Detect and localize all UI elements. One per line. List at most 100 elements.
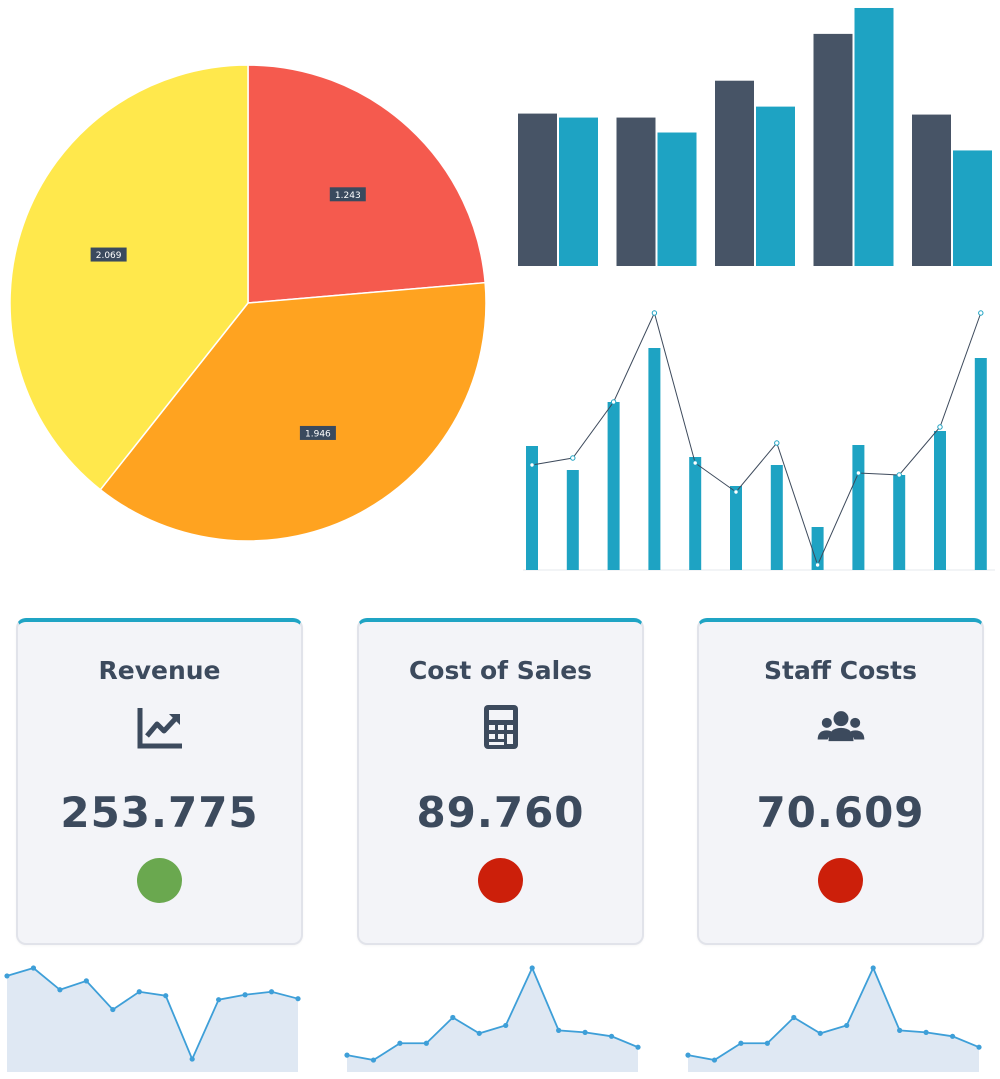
sparkline-area — [7, 968, 298, 1072]
sparkline-point — [110, 1006, 116, 1013]
sparkline-point — [635, 1044, 641, 1050]
calculator-icon — [483, 705, 518, 749]
sparkline-area — [347, 968, 638, 1072]
line-point — [814, 562, 821, 568]
kpi-card-revenue: Revenue 253.775 — [16, 618, 303, 945]
combo-bar-line-chart — [523, 310, 995, 571]
kpi-title: Cost of Sales — [408, 656, 593, 685]
sparkline-staff-costs — [685, 965, 982, 1072]
bar-series-1 — [715, 80, 754, 266]
sparkline-point — [163, 993, 169, 999]
line-point — [529, 462, 535, 468]
sparkline-point — [738, 1040, 744, 1046]
users-icon — [817, 711, 864, 742]
sparkline-point — [897, 1027, 903, 1033]
sparkline-line — [687, 965, 980, 1062]
sparkline-point — [57, 987, 63, 993]
pie-label-background — [329, 187, 366, 202]
pie-slice — [247, 64, 486, 304]
combo-bar — [526, 446, 538, 570]
pie-slice — [99, 281, 487, 542]
sparkline-point — [503, 1022, 509, 1029]
sparkline-point — [923, 1029, 929, 1035]
combo-bar — [852, 445, 865, 570]
bar-series-2 — [657, 132, 697, 266]
kpi-value: 253.775 — [60, 788, 259, 837]
grouped-bar-chart — [518, 7, 992, 267]
combo-bar — [607, 402, 620, 570]
kpi-card-cost-of-sales: Cost of Sales 89.760 — [357, 618, 644, 945]
combo-bar — [770, 465, 783, 570]
sparkline-point — [83, 978, 89, 984]
kpi-value: 89.760 — [416, 788, 585, 837]
line-point — [692, 460, 698, 466]
sparkline-point — [136, 989, 142, 995]
pie-data-label: 2.069 — [96, 251, 122, 261]
sparkline-point — [608, 1033, 615, 1039]
line-point — [651, 310, 658, 316]
sparkline-point — [556, 1027, 562, 1033]
line-point — [733, 489, 739, 495]
sparkline-point — [268, 989, 275, 995]
line-point — [978, 310, 984, 316]
trend-up-icon — [137, 708, 182, 749]
sparkline-point — [764, 1040, 770, 1046]
line-point — [774, 440, 780, 446]
sparkline-line — [6, 967, 299, 1062]
sparkline-area — [688, 968, 979, 1072]
sparkline-point — [450, 1014, 456, 1021]
sparkline-line — [346, 965, 639, 1062]
status-indicator-bad — [478, 858, 523, 903]
line-point — [896, 472, 902, 478]
sparkline-point — [949, 1033, 956, 1039]
bar-series-1 — [912, 114, 951, 266]
bar-series-1 — [813, 33, 853, 266]
bar-series-2 — [953, 150, 992, 266]
status-indicator-bad — [818, 858, 863, 903]
sparkline-point — [30, 965, 37, 971]
line-point — [610, 399, 617, 405]
sparkline-point — [791, 1014, 797, 1021]
sparkline-point — [685, 1052, 691, 1058]
combo-line — [531, 311, 982, 567]
pie-slice — [9, 64, 249, 491]
combo-bar — [730, 486, 742, 570]
pie-label-background — [90, 247, 127, 262]
pie-data-label: 1.946 — [305, 429, 331, 439]
sparkline-point — [423, 1040, 429, 1046]
sparkline-point — [344, 1052, 350, 1058]
sparkline-point — [976, 1044, 982, 1050]
kpi-value: 70.609 — [756, 788, 925, 837]
sparkline-point — [397, 1040, 403, 1046]
sparkline-point — [844, 1022, 850, 1029]
bar-series-2 — [559, 117, 598, 267]
sparkline-revenue — [4, 965, 301, 1072]
sparkline-point — [370, 1057, 377, 1063]
combo-bar — [689, 457, 702, 570]
kpi-card-staff-costs: Staff Costs 70.609 — [697, 618, 984, 945]
sparkline-point — [4, 973, 10, 979]
sparkline-cost-of-sales — [344, 965, 641, 1072]
sparkline-point — [216, 997, 222, 1003]
kpi-title: Revenue — [98, 656, 221, 685]
line-point — [570, 455, 576, 461]
line-point — [855, 470, 862, 476]
status-indicator-good — [137, 858, 182, 903]
sparkline-point — [295, 996, 301, 1002]
line-point — [937, 424, 943, 430]
sparkline-point — [711, 1057, 718, 1063]
bar-series-1 — [616, 117, 656, 267]
sparkline-point — [189, 1056, 195, 1062]
bar-series-2 — [854, 7, 894, 266]
sparkline-point — [582, 1029, 588, 1035]
sparkline-point — [242, 992, 248, 998]
combo-bar — [648, 348, 661, 570]
sparkline-point — [817, 1030, 823, 1036]
combo-bar — [893, 475, 906, 570]
kpi-title: Staff Costs — [763, 656, 917, 685]
pie-data-label: 1.243 — [335, 191, 361, 201]
bar-series-2 — [756, 106, 795, 266]
combo-bar — [974, 358, 987, 570]
sparkline-point — [870, 965, 876, 971]
sparkline-point — [529, 965, 535, 971]
